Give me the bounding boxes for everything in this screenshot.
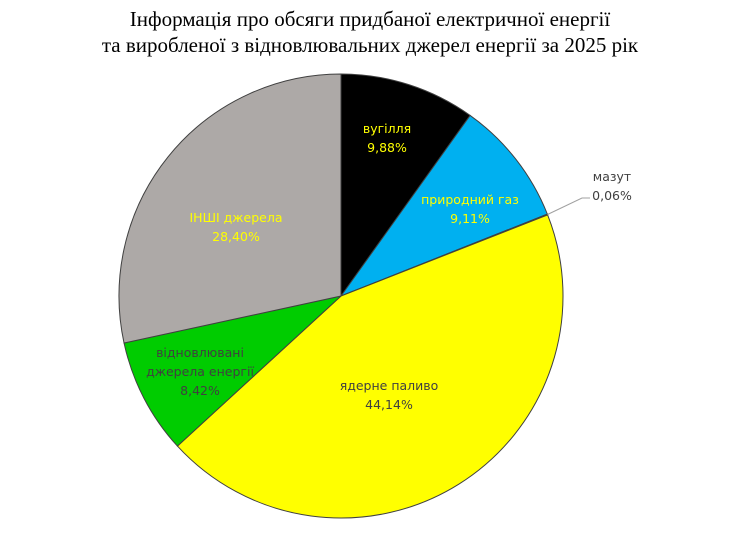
data-label-name: ядерне паливо (340, 378, 439, 393)
data-label-value: 0,06% (592, 188, 632, 203)
pie-slice-4 (123, 295, 343, 447)
data-label-value: 28,40% (212, 229, 260, 244)
data-label-name: джерела енергії (146, 364, 254, 379)
data-label-name: природний газ (421, 192, 519, 207)
data-label-name: вугілля (363, 121, 411, 136)
pie-slice-0 (340, 73, 471, 298)
chart-title: Інформація про обсяги придбаної електрич… (0, 6, 740, 58)
chart-title-line-1: Інформація про обсяги придбаної електрич… (129, 7, 611, 31)
data-label-value: 44,14% (365, 397, 413, 412)
chart-title-line-2: та виробленої з відновлювальних джерел е… (101, 33, 639, 57)
leader-line (547, 197, 590, 215)
data-label-value: 8,42% (180, 383, 220, 398)
pie-slice-5 (118, 73, 342, 344)
pie-slice-3 (176, 214, 564, 519)
data-label-name: відновлювані (156, 345, 244, 360)
data-label-name: ІНШІ джерела (190, 210, 283, 225)
data-label-value: 9,88% (367, 140, 407, 155)
pie-slice-1 (339, 114, 548, 298)
data-label-name: мазут (593, 169, 631, 184)
data-label-value: 9,11% (450, 211, 490, 226)
